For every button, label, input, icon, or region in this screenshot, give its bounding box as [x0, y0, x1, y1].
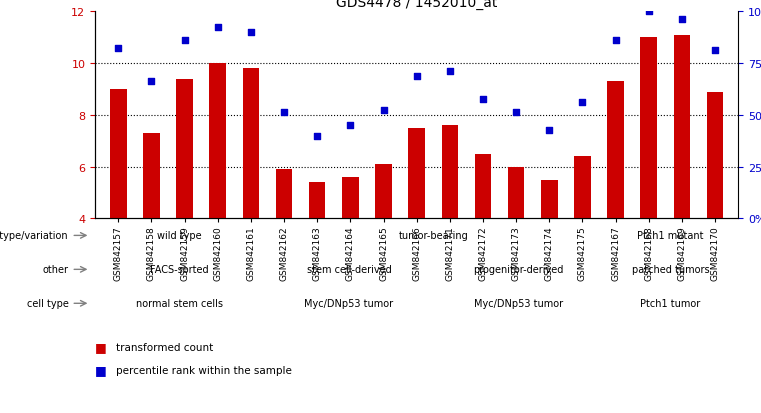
- Point: [377, 107, 390, 114]
- Text: Ptch1 tumor: Ptch1 tumor: [640, 299, 701, 309]
- Text: patched tumors: patched tumors: [632, 265, 709, 275]
- Text: Ptch1 mutant: Ptch1 mutant: [637, 231, 704, 241]
- Bar: [607, 82, 624, 219]
- Point: [444, 69, 456, 75]
- Point: [145, 79, 158, 85]
- Text: percentile rank within the sample: percentile rank within the sample: [116, 365, 292, 375]
- Point: [477, 97, 489, 104]
- Text: cell type: cell type: [27, 299, 68, 309]
- Bar: [309, 183, 326, 219]
- Text: other: other: [43, 265, 68, 275]
- Text: transformed count: transformed count: [116, 342, 214, 352]
- Bar: [707, 93, 723, 219]
- Text: ■: ■: [95, 341, 107, 354]
- Bar: [409, 128, 425, 219]
- Bar: [143, 134, 160, 219]
- Point: [709, 48, 721, 55]
- Point: [311, 133, 323, 140]
- Text: wild type: wild type: [158, 231, 202, 241]
- Point: [179, 38, 191, 44]
- Bar: [177, 79, 193, 219]
- Text: progenitor-derived: progenitor-derived: [473, 265, 563, 275]
- Point: [411, 74, 423, 80]
- Text: ■: ■: [95, 363, 107, 376]
- Bar: [275, 170, 292, 219]
- Point: [610, 38, 622, 44]
- Point: [278, 110, 290, 116]
- Text: stem cell-derived: stem cell-derived: [307, 265, 391, 275]
- Point: [543, 128, 556, 135]
- Point: [112, 45, 124, 52]
- Bar: [243, 69, 260, 219]
- Text: tumor-bearing: tumor-bearing: [399, 231, 469, 241]
- Bar: [375, 165, 392, 219]
- Point: [510, 110, 522, 116]
- Bar: [342, 178, 358, 219]
- Text: normal stem cells: normal stem cells: [136, 299, 223, 309]
- Bar: [508, 167, 524, 219]
- Bar: [541, 180, 558, 219]
- Bar: [475, 154, 492, 219]
- Bar: [673, 36, 690, 219]
- Bar: [441, 126, 458, 219]
- Point: [344, 123, 356, 129]
- Point: [642, 9, 654, 16]
- Point: [245, 30, 257, 36]
- Bar: [110, 90, 126, 219]
- Bar: [209, 64, 226, 219]
- Text: FACS-sorted: FACS-sorted: [151, 265, 209, 275]
- Text: Myc/DNp53 tumor: Myc/DNp53 tumor: [473, 299, 562, 309]
- Point: [676, 17, 688, 24]
- Point: [212, 25, 224, 31]
- Point: [576, 100, 588, 106]
- Text: genotype/variation: genotype/variation: [0, 231, 68, 241]
- Bar: [574, 157, 591, 219]
- Bar: [641, 38, 657, 219]
- Title: GDS4478 / 1452010_at: GDS4478 / 1452010_at: [336, 0, 498, 10]
- Text: Myc/DNp53 tumor: Myc/DNp53 tumor: [304, 299, 393, 309]
